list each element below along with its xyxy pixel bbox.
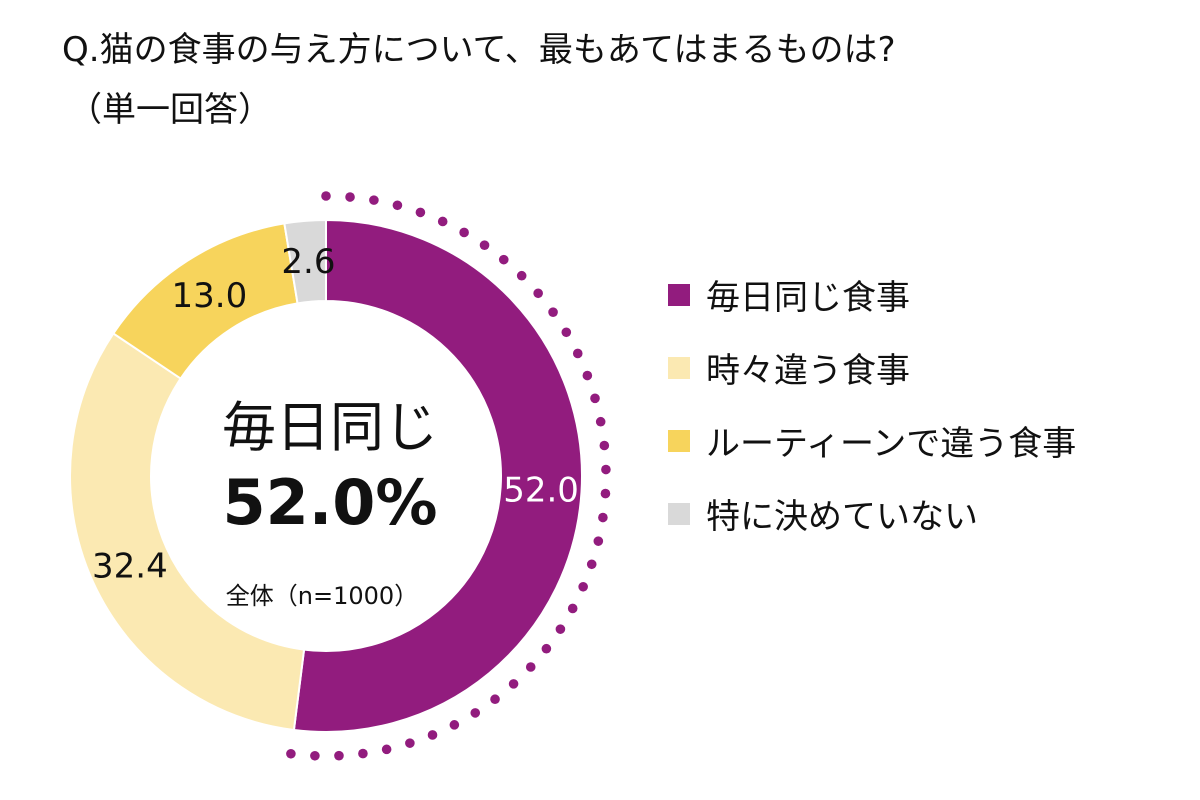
- legend-swatch: [668, 356, 690, 379]
- legend-label: 特に決めていない: [706, 497, 978, 537]
- legend-item: 特に決めていない: [668, 477, 1076, 550]
- highlight-dot: [578, 581, 588, 592]
- highlight-dot: [437, 216, 448, 227]
- legend-swatch: [668, 429, 690, 452]
- legend-item: ルーティーンで違う食事: [668, 404, 1076, 477]
- highlight-dot: [533, 288, 543, 299]
- legend-item: 時々違う食事: [668, 331, 1076, 404]
- highlight-dot: [590, 393, 600, 404]
- legend-label: 毎日同じ食事: [706, 278, 910, 318]
- highlight-dot: [345, 192, 355, 202]
- highlight-dot: [369, 195, 379, 205]
- highlight-dot: [595, 416, 606, 427]
- highlight-dot: [600, 488, 611, 499]
- highlight-dots: [286, 191, 611, 761]
- highlight-dot: [516, 270, 527, 281]
- highlight-dot: [582, 370, 593, 381]
- highlight-dot: [334, 750, 344, 761]
- legend-swatch: [668, 502, 690, 525]
- highlight-dot: [593, 536, 604, 546]
- highlight-dot: [598, 512, 608, 523]
- slices-group: [69, 218, 583, 733]
- donut-slice: [69, 332, 306, 732]
- highlight-dot: [561, 327, 572, 338]
- chart-title: Q.猫の食事の与え方について、最もあてはまるものは? （単一回答）: [62, 20, 896, 140]
- center-base: 全体（n=1000）: [226, 582, 418, 610]
- highlight-dot: [541, 643, 552, 654]
- donut-slice: [292, 218, 583, 733]
- highlight-dot: [490, 694, 500, 705]
- data-label: 32.4: [92, 546, 168, 586]
- highlight-dot: [572, 348, 583, 359]
- center-label: 毎日同じ: [222, 396, 438, 459]
- data-label: 2.6: [281, 242, 335, 282]
- highlight-dot: [508, 679, 519, 689]
- legend-label: ルーティーンで違う食事: [706, 424, 1077, 464]
- highlight-dot: [310, 750, 320, 761]
- highlight-dot: [601, 464, 611, 475]
- highlight-dot: [392, 200, 403, 211]
- highlight-dot: [415, 207, 426, 218]
- highlight-dot: [555, 624, 566, 634]
- legend: 毎日同じ食事 時々違う食事 ルーティーンで違う食事 特に決めていない: [668, 258, 1076, 550]
- title-answer-type: （単一回答）: [68, 90, 272, 130]
- donut-slice: [283, 218, 327, 305]
- center-value: 52.0%: [222, 466, 437, 539]
- highlight-dot: [427, 730, 438, 740]
- data-label: 13.0: [172, 276, 248, 316]
- highlight-dot: [548, 307, 558, 317]
- highlight-dot: [525, 662, 536, 672]
- highlight-dot: [449, 720, 460, 730]
- highlight-dot: [358, 748, 368, 759]
- highlight-dot: [498, 254, 509, 265]
- highlight-dot: [286, 748, 296, 759]
- legend-label: 時々違う食事: [706, 351, 910, 391]
- legend-swatch: [668, 283, 690, 306]
- highlight-dot: [405, 738, 415, 748]
- highlight-dot: [381, 744, 392, 755]
- data-labels-group: 52.0 32.4 13.0 2.6: [92, 242, 579, 586]
- highlight-dot: [470, 708, 481, 718]
- highlight-dot: [479, 240, 490, 251]
- highlight-dot: [599, 440, 610, 451]
- highlight-dot: [567, 603, 578, 614]
- title-question: Q.猫の食事の与え方について、最もあてはまるものは?: [62, 30, 896, 70]
- highlight-dot: [459, 227, 469, 238]
- data-label: 52.0: [503, 471, 579, 511]
- highlight-dot: [321, 191, 331, 201]
- highlight-dot: [586, 559, 597, 570]
- legend-item: 毎日同じ食事: [668, 258, 1076, 331]
